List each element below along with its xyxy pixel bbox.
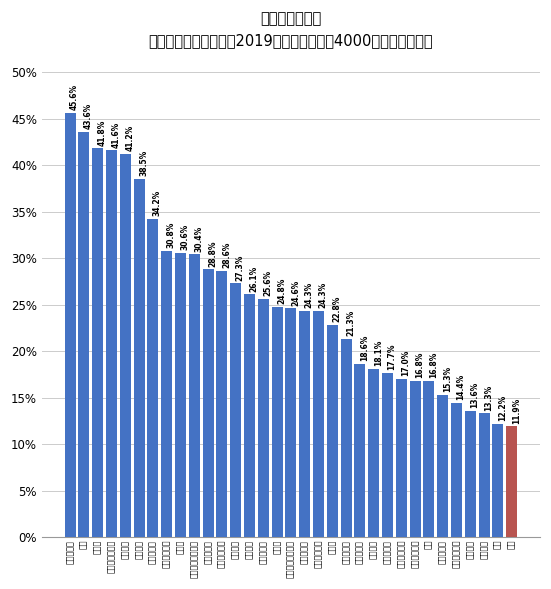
Bar bbox=[78, 132, 89, 537]
Bar bbox=[217, 271, 228, 537]
Text: 22.8%: 22.8% bbox=[332, 296, 341, 322]
Bar bbox=[272, 306, 283, 537]
Bar bbox=[368, 369, 379, 537]
Text: 24.6%: 24.6% bbox=[291, 279, 300, 306]
Bar bbox=[230, 283, 241, 537]
Text: 14.4%: 14.4% bbox=[457, 374, 466, 401]
Bar bbox=[133, 179, 145, 537]
Text: 18.6%: 18.6% bbox=[360, 335, 369, 362]
Bar bbox=[437, 395, 449, 537]
Text: 30.6%: 30.6% bbox=[181, 224, 190, 250]
Bar bbox=[506, 426, 517, 537]
Bar bbox=[203, 269, 214, 537]
Text: 16.8%: 16.8% bbox=[415, 352, 424, 378]
Bar bbox=[161, 251, 172, 537]
Bar bbox=[479, 413, 490, 537]
Bar bbox=[341, 339, 352, 537]
Bar bbox=[64, 113, 75, 537]
Bar bbox=[189, 254, 200, 537]
Text: 17.7%: 17.7% bbox=[387, 343, 397, 370]
Text: 26.1%: 26.1% bbox=[250, 266, 258, 292]
Text: 11.9%: 11.9% bbox=[512, 398, 521, 423]
Bar bbox=[106, 150, 117, 537]
Bar bbox=[120, 154, 131, 537]
Bar bbox=[451, 403, 462, 537]
Title: 各国の子供比率
（国連人口統計年鑑・2019年版より、人口4000万人以上の国）: 各国の子供比率 （国連人口統計年鑑・2019年版より、人口4000万人以上の国） bbox=[149, 11, 433, 48]
Text: 18.1%: 18.1% bbox=[374, 340, 383, 366]
Text: 34.2%: 34.2% bbox=[153, 190, 162, 216]
Text: 17.0%: 17.0% bbox=[401, 350, 410, 376]
Bar bbox=[493, 423, 504, 537]
Text: 43.6%: 43.6% bbox=[84, 102, 93, 129]
Text: 24.3%: 24.3% bbox=[305, 282, 314, 309]
Text: 13.6%: 13.6% bbox=[471, 382, 479, 408]
Text: 16.8%: 16.8% bbox=[429, 352, 438, 378]
Bar bbox=[313, 311, 324, 537]
Bar bbox=[285, 309, 296, 537]
Bar bbox=[244, 294, 255, 537]
Text: 45.6%: 45.6% bbox=[70, 84, 79, 110]
Text: 12.2%: 12.2% bbox=[498, 395, 507, 421]
Bar bbox=[396, 379, 407, 537]
Bar bbox=[354, 364, 365, 537]
Bar bbox=[465, 411, 476, 537]
Bar bbox=[382, 373, 393, 537]
Text: 30.8%: 30.8% bbox=[167, 221, 176, 248]
Text: 41.6%: 41.6% bbox=[111, 121, 121, 148]
Bar bbox=[148, 219, 159, 537]
Text: 27.3%: 27.3% bbox=[236, 254, 245, 280]
Bar bbox=[92, 148, 103, 537]
Text: 30.4%: 30.4% bbox=[195, 226, 203, 252]
Text: 25.6%: 25.6% bbox=[263, 270, 272, 296]
Text: 28.6%: 28.6% bbox=[222, 242, 231, 269]
Text: 15.3%: 15.3% bbox=[443, 366, 452, 392]
Text: 41.8%: 41.8% bbox=[98, 120, 107, 145]
Bar bbox=[175, 253, 186, 537]
Bar bbox=[423, 381, 434, 537]
Text: 24.8%: 24.8% bbox=[277, 277, 286, 304]
Text: 41.2%: 41.2% bbox=[125, 125, 134, 151]
Text: 28.8%: 28.8% bbox=[208, 240, 217, 267]
Text: 21.3%: 21.3% bbox=[346, 310, 355, 336]
Bar bbox=[258, 299, 269, 537]
Text: 24.3%: 24.3% bbox=[318, 282, 327, 309]
Bar bbox=[299, 311, 310, 537]
Bar bbox=[409, 381, 420, 537]
Text: 38.5%: 38.5% bbox=[139, 150, 148, 176]
Bar bbox=[327, 325, 338, 537]
Text: 13.3%: 13.3% bbox=[484, 385, 493, 411]
